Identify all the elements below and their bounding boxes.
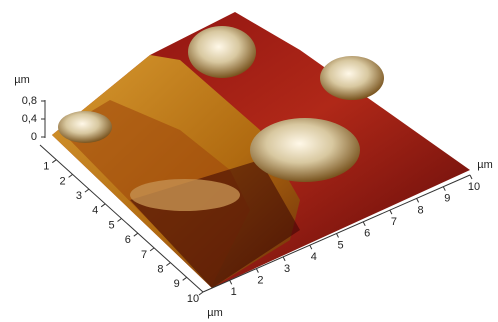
x-tick — [68, 173, 73, 178]
x-tick-label: 4 — [92, 205, 98, 217]
x-tick — [182, 276, 187, 281]
y-tick — [389, 209, 393, 215]
x-tick-label: 1 — [43, 161, 49, 173]
y-tick-label: 10 — [468, 181, 480, 193]
x-tick-label: 5 — [108, 219, 114, 231]
surface — [52, 12, 470, 288]
y-tick — [309, 244, 313, 250]
x-tick-label: 6 — [125, 234, 131, 246]
x-tick — [84, 188, 90, 193]
z-tick-label: 0 — [31, 131, 37, 143]
x-tick — [149, 247, 155, 252]
y-tick — [442, 186, 446, 191]
y-tick-label: 4 — [311, 251, 317, 263]
y-tick-label: 2 — [257, 275, 263, 287]
y-tick — [416, 198, 420, 203]
z-tick-label: 0,4 — [22, 113, 37, 125]
x-tick-label: 8 — [157, 264, 163, 276]
y-tick — [255, 268, 259, 273]
y-tick-label: 9 — [444, 193, 450, 205]
x-tick — [100, 203, 106, 208]
x-tick-label: 9 — [174, 278, 180, 290]
x-axis-label: µm — [207, 307, 223, 319]
x-tick — [117, 218, 122, 222]
y-tick-label: 6 — [364, 228, 370, 240]
y-tick-label: 1 — [231, 286, 237, 298]
y-tick-label: 3 — [284, 263, 290, 275]
y-tick-label: 7 — [391, 216, 397, 228]
y-axis-label: µm — [477, 159, 493, 171]
y-tick-label: 5 — [337, 239, 343, 251]
x-tick — [166, 262, 171, 267]
z-tick-label: 0,8 — [22, 95, 37, 107]
y-tick — [469, 174, 473, 180]
y-tick — [362, 221, 366, 227]
x-tick — [51, 159, 57, 164]
x-tick-label: 7 — [141, 249, 147, 261]
x-tick-label: 10 — [187, 293, 199, 305]
y-tick-label: 8 — [418, 204, 424, 216]
y-tick — [336, 233, 339, 238]
y-tick — [229, 280, 233, 285]
x-tick — [133, 232, 139, 237]
y-tick — [282, 256, 286, 262]
x-tick-label: 2 — [60, 175, 66, 187]
z-axis-label: µm — [14, 74, 30, 86]
x-tick-label: 3 — [76, 190, 82, 202]
x-tick — [198, 291, 204, 296]
